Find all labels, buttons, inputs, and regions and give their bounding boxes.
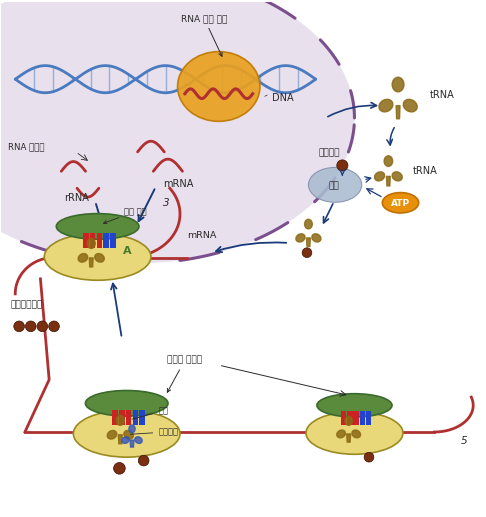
Ellipse shape — [312, 234, 321, 242]
Ellipse shape — [78, 253, 87, 262]
Ellipse shape — [403, 99, 417, 112]
Bar — [366, 411, 371, 425]
Ellipse shape — [306, 412, 403, 454]
Circle shape — [37, 321, 48, 332]
Ellipse shape — [392, 77, 404, 92]
Ellipse shape — [379, 99, 393, 112]
Ellipse shape — [135, 437, 142, 444]
Ellipse shape — [129, 425, 135, 433]
Circle shape — [49, 321, 59, 332]
Bar — [133, 409, 139, 424]
Ellipse shape — [345, 416, 352, 425]
Ellipse shape — [352, 430, 361, 438]
Ellipse shape — [44, 233, 151, 280]
Ellipse shape — [107, 431, 117, 439]
Bar — [347, 411, 352, 425]
Ellipse shape — [0, 0, 354, 263]
Bar — [119, 409, 124, 424]
Polygon shape — [130, 440, 134, 447]
Polygon shape — [119, 435, 122, 444]
Ellipse shape — [384, 156, 393, 166]
Ellipse shape — [124, 431, 133, 439]
Ellipse shape — [392, 172, 402, 181]
Text: A: A — [123, 246, 131, 255]
Circle shape — [25, 321, 36, 332]
Text: DNA: DNA — [272, 93, 294, 103]
Circle shape — [114, 463, 125, 474]
Bar — [125, 409, 132, 424]
Text: RNA 전사체: RNA 전사체 — [8, 143, 44, 151]
Ellipse shape — [309, 168, 362, 202]
Polygon shape — [347, 434, 350, 442]
Bar — [360, 411, 365, 425]
Text: 폴리펩타이드: 폴리펩타이드 — [10, 300, 43, 309]
Polygon shape — [386, 176, 390, 186]
Text: tRNA: tRNA — [430, 89, 454, 100]
Bar — [110, 233, 116, 248]
Text: mRNA: mRNA — [163, 179, 193, 189]
Text: RNA 중합 효소: RNA 중합 효소 — [181, 14, 227, 56]
Ellipse shape — [177, 52, 260, 121]
Polygon shape — [396, 105, 400, 119]
Bar — [97, 233, 103, 248]
Ellipse shape — [122, 437, 129, 444]
Circle shape — [364, 452, 374, 462]
Bar — [139, 409, 145, 424]
Text: 종결 코돈: 종결 코돈 — [104, 207, 147, 224]
Ellipse shape — [86, 390, 168, 416]
Ellipse shape — [317, 394, 392, 417]
Text: 3: 3 — [163, 198, 170, 208]
Ellipse shape — [375, 172, 384, 181]
Circle shape — [302, 248, 312, 257]
Bar — [353, 411, 359, 425]
Ellipse shape — [95, 253, 104, 262]
Ellipse shape — [56, 214, 139, 239]
Text: 효소: 효소 — [329, 181, 340, 190]
Circle shape — [139, 455, 149, 466]
Text: 리보솜 단위체: 리보솜 단위체 — [167, 356, 202, 392]
Ellipse shape — [296, 234, 305, 242]
Text: 5: 5 — [461, 436, 468, 446]
Text: mRNA: mRNA — [187, 231, 217, 240]
Bar — [341, 411, 346, 425]
Circle shape — [14, 321, 24, 332]
Polygon shape — [307, 238, 311, 247]
Ellipse shape — [382, 193, 418, 213]
Bar — [89, 233, 95, 248]
Bar — [112, 409, 118, 424]
Circle shape — [337, 160, 348, 171]
Text: ATP: ATP — [391, 199, 410, 207]
Text: rRNA: rRNA — [64, 193, 88, 203]
Ellipse shape — [116, 415, 124, 425]
Bar — [104, 233, 109, 248]
Bar — [83, 233, 88, 248]
Text: 코돈: 코돈 — [132, 406, 168, 419]
Ellipse shape — [305, 219, 312, 229]
Text: tRNA: tRNA — [413, 165, 437, 176]
Ellipse shape — [73, 410, 180, 457]
Polygon shape — [89, 258, 93, 267]
Text: 아미노산: 아미노산 — [318, 149, 340, 158]
Ellipse shape — [87, 238, 95, 249]
Ellipse shape — [337, 430, 346, 438]
Text: 안티코돈: 안티코돈 — [130, 428, 178, 436]
